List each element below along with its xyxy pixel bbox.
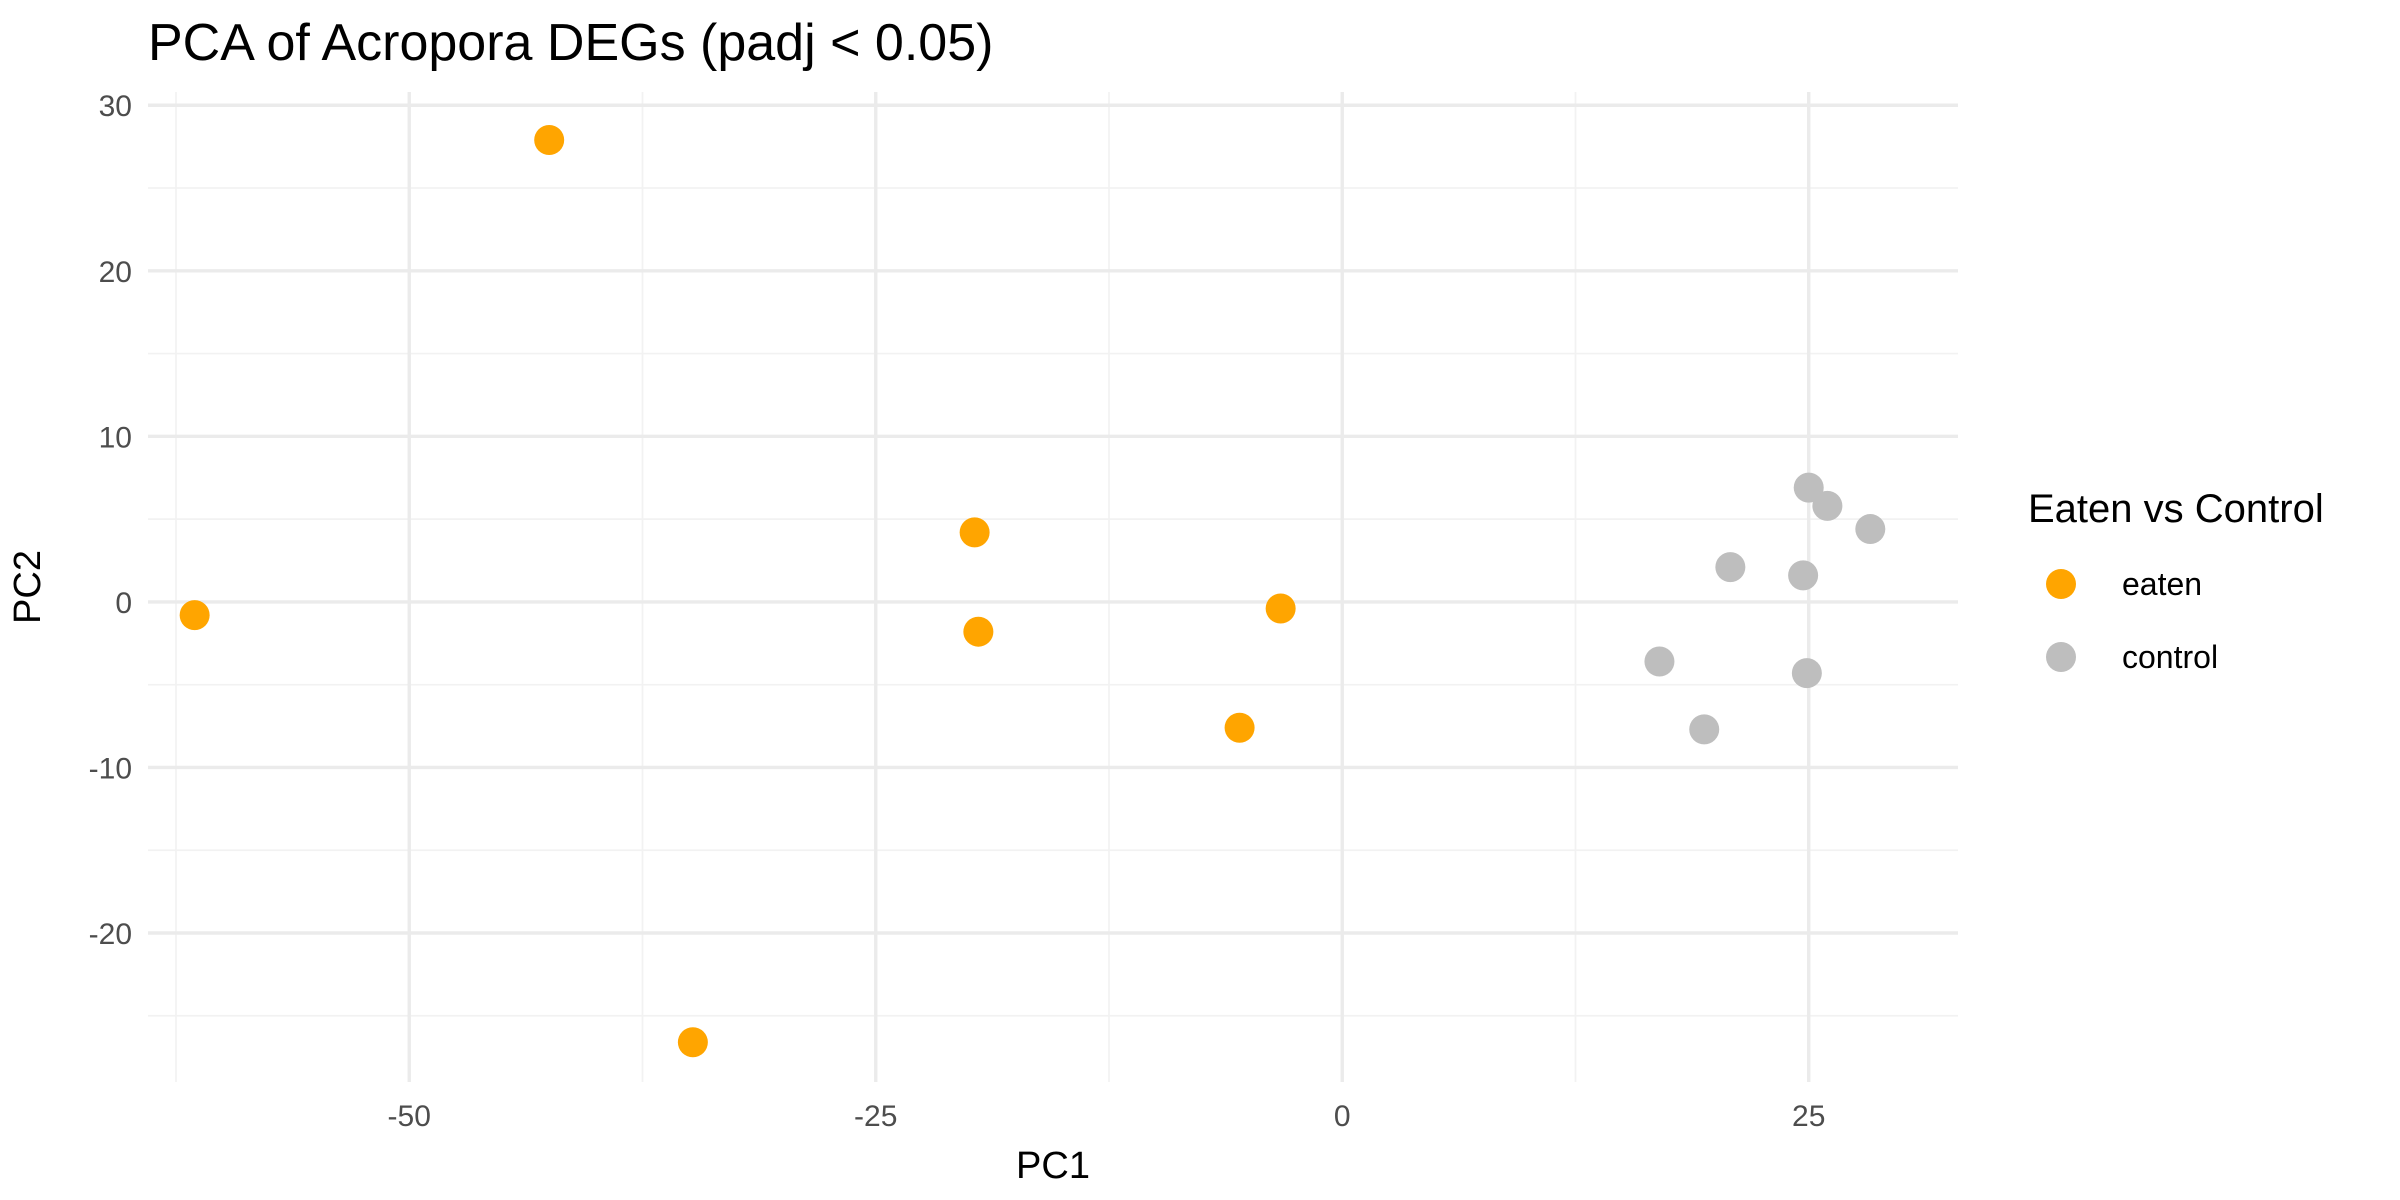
point-eaten	[1224, 712, 1255, 743]
legend-label-eaten: eaten	[2122, 566, 2202, 602]
point-eaten	[179, 600, 210, 631]
legend-title: Eaten vs Control	[2028, 487, 2324, 531]
y-tick-label: 30	[99, 90, 132, 123]
point-eaten	[677, 1027, 708, 1058]
axes-layer: -50 -25 0 25 -20 -10 0 10 20 30	[89, 90, 1826, 1133]
point-control	[1788, 560, 1819, 591]
point-eaten	[959, 517, 990, 548]
grid-layer	[148, 92, 1958, 1082]
y-tick-label: 20	[99, 256, 132, 289]
legend-key-eaten	[2046, 569, 2076, 599]
legend-label-control: control	[2122, 639, 2218, 675]
legend: Eaten vs Control eaten control	[2028, 487, 2324, 675]
x-tick-label: 25	[1792, 1100, 1825, 1133]
y-tick-label: 10	[99, 421, 132, 454]
point-control	[1855, 514, 1886, 545]
points-layer	[179, 125, 1886, 1058]
point-control	[1812, 490, 1843, 521]
x-tick-label: -25	[854, 1100, 897, 1133]
point-eaten	[1265, 593, 1296, 624]
point-control	[1793, 472, 1824, 503]
x-tick-label: -50	[388, 1100, 431, 1133]
y-tick-label: -10	[89, 752, 132, 785]
legend-key-control	[2046, 642, 2076, 672]
point-control	[1715, 552, 1746, 583]
y-axis-title: PC2	[7, 550, 49, 624]
y-tick-label: -20	[89, 918, 132, 951]
point-control	[1644, 646, 1675, 677]
y-tick-label: 0	[115, 587, 132, 620]
x-tick-label: 0	[1334, 1100, 1351, 1133]
point-eaten	[963, 616, 994, 647]
x-axis-title: PC1	[1016, 1145, 1090, 1187]
point-eaten	[534, 125, 565, 156]
point-control	[1689, 714, 1720, 745]
chart-title: PCA of Acropora DEGs (padj < 0.05)	[148, 14, 993, 72]
point-control	[1791, 658, 1822, 689]
